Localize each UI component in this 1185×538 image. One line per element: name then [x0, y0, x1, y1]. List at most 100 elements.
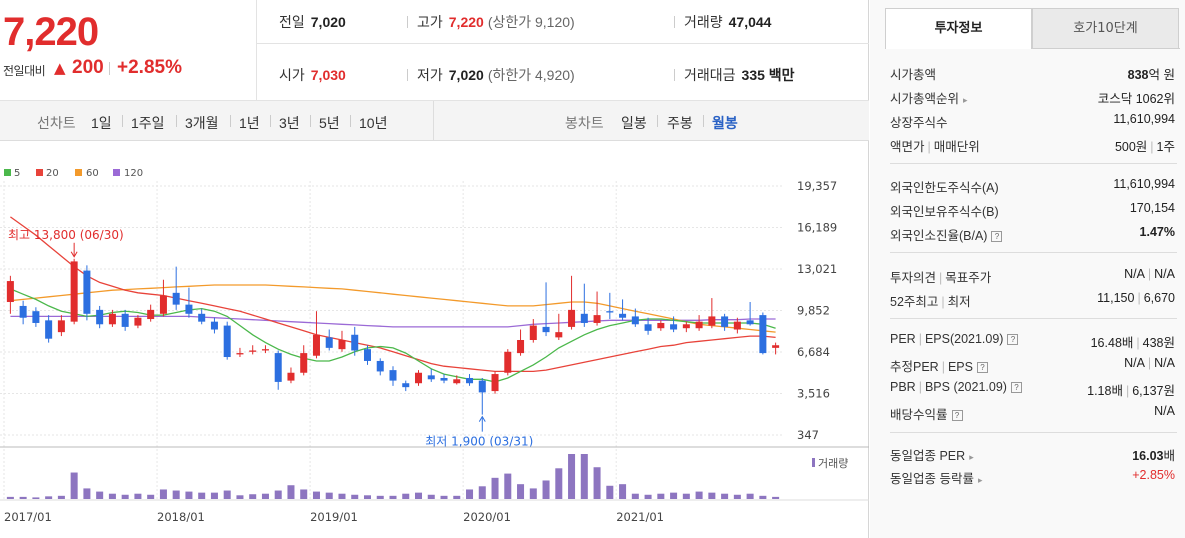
- candle-body: [759, 315, 767, 354]
- volume-bar: [210, 492, 218, 499]
- info-key: PBR | BPS (2021.09)?: [890, 380, 1022, 394]
- x-axis: 2017/01 2018/01 2019/01 2020/01 2021/01: [4, 510, 664, 524]
- candle-body: [198, 313, 206, 322]
- volume-bar: [695, 491, 703, 499]
- info-value: 1.18배 | 6,137원: [1087, 380, 1175, 399]
- volume-bar: [96, 491, 104, 499]
- help-icon[interactable]: ?: [976, 362, 988, 373]
- info-row-foreign-held: 외국인보유주식수(B) 170,154: [890, 199, 1177, 221]
- volume-legend-swatch: [812, 458, 815, 467]
- info-value: 170,154: [1129, 201, 1175, 215]
- volume-legend-label: 거래량: [818, 457, 848, 470]
- legend-swatch-ma5: [4, 169, 11, 176]
- stat-label: 시가: [279, 67, 305, 83]
- candle-body: [657, 322, 665, 329]
- x-tick-label: 2020/01: [463, 510, 511, 524]
- ma60-line: [10, 284, 776, 333]
- candle-body: [172, 292, 180, 305]
- help-icon[interactable]: ?: [991, 231, 1003, 242]
- value-text: 11,150: [1097, 291, 1135, 305]
- candle-body: [325, 337, 333, 348]
- info-row-est-per: 추정PER | EPS? N/A | N/A: [890, 354, 1177, 376]
- quote-stats: 전일 7,020 고가 7,220 (상한가 9,120) 거래량 47,044 시가 7…: [257, 0, 869, 101]
- info-row-industry-change[interactable]: 동일업종 등락률 ▸ +2.85%: [890, 466, 1177, 488]
- key-text: BPS (2021.09): [924, 380, 1007, 394]
- help-icon[interactable]: ?: [1010, 382, 1022, 393]
- period-10y[interactable]: 10년: [359, 115, 388, 131]
- legend-swatch-ma60: [75, 169, 82, 176]
- divider: [674, 16, 675, 28]
- volume-bar: [121, 494, 129, 499]
- help-icon[interactable]: ?: [951, 410, 963, 421]
- info-value: +2.85%: [1132, 468, 1175, 482]
- separator: |: [918, 380, 922, 394]
- info-value: 500원 | 1주: [1115, 136, 1175, 155]
- candle-body: [682, 324, 690, 329]
- stat-sub: (하한가 4,920): [487, 67, 575, 83]
- candle-body: [261, 349, 269, 351]
- info-key: 시가총액: [890, 68, 937, 82]
- stat-value: 335 백만: [741, 67, 795, 83]
- key-text: 배당수익률: [890, 408, 948, 422]
- volume-bar: [249, 494, 257, 499]
- candles: [6, 258, 780, 415]
- info-key: PER | EPS(2021.09)?: [890, 332, 1019, 346]
- divider: [270, 115, 271, 127]
- info-key: 외국인소진율(B/A)?: [890, 225, 1003, 244]
- info-row-industry-per[interactable]: 동일업종 PER ▸ 16.03배: [890, 443, 1177, 465]
- info-key: 배당수익률?: [890, 404, 963, 423]
- candle-body: [70, 261, 78, 322]
- period-1y[interactable]: 1년: [239, 115, 260, 131]
- candle-body: [312, 334, 320, 356]
- divider: [890, 432, 1177, 433]
- info-row-market-cap-rank[interactable]: 시가총액순위 ▸ 코스닥 1062위: [890, 86, 1177, 108]
- period-1d[interactable]: 1일: [91, 115, 112, 131]
- tab-orderbook-10[interactable]: 호가10단계: [1032, 8, 1179, 49]
- price-summary: 7,220 전일대비 ▲ 200 +2.85%: [0, 0, 257, 101]
- volume-bar: [389, 495, 397, 499]
- period-1w[interactable]: 1주일: [131, 115, 165, 131]
- help-icon[interactable]: ?: [1007, 334, 1019, 345]
- divider: [890, 318, 1177, 319]
- period-5y[interactable]: 5년: [319, 115, 340, 131]
- volume-bar: [223, 490, 231, 499]
- tab-underline-gap: [886, 48, 1031, 49]
- price-change: 200: [72, 57, 104, 78]
- candle-body: [210, 321, 218, 330]
- candle-monthly[interactable]: 월봉: [712, 115, 738, 131]
- divider: [407, 69, 408, 81]
- period-3m[interactable]: 3개월: [185, 115, 219, 131]
- info-row-market-cap: 시가총액 838억 원: [890, 62, 1177, 84]
- candle-body: [466, 377, 474, 384]
- separator: |: [1125, 384, 1130, 398]
- volume-bar: [670, 492, 678, 499]
- info-row-opinion: 투자의견 | 목표주가 N/A | N/A: [890, 265, 1177, 287]
- candle-body: [351, 334, 359, 351]
- candle-weekly[interactable]: 주봉: [667, 115, 693, 131]
- candle-body: [478, 380, 486, 393]
- candle-body: [121, 313, 129, 327]
- period-3y[interactable]: 3년: [279, 115, 300, 131]
- candle-daily[interactable]: 일봉: [621, 115, 647, 131]
- info-row-foreign-ratio: 외국인소진율(B/A)? 1.47%: [890, 223, 1177, 245]
- candlestick-chart[interactable]: 5 20 60 120 19,357 16,189 13,021 9,852 6,684…: [0, 141, 869, 538]
- key-text: 매매단위: [933, 140, 980, 154]
- candle-body: [32, 311, 40, 323]
- info-value: 1.47%: [1140, 225, 1175, 239]
- candle-body: [57, 320, 65, 333]
- candle-body: [287, 372, 295, 381]
- x-tick-label: 2019/01: [310, 510, 358, 524]
- volume-bar: [325, 492, 333, 499]
- divider: [657, 115, 658, 127]
- stat-value: 47,044: [728, 14, 772, 30]
- chart-period-bar: 선차트 1일 1주일 3개월 1년 3년 5년 10년 봉차트 일봉 주봉 월봉: [0, 101, 869, 141]
- tab-investment-info[interactable]: 투자정보: [885, 8, 1032, 49]
- candle-body: [580, 313, 588, 323]
- volume-bar: [376, 495, 384, 499]
- ma20-line: [10, 216, 776, 373]
- info-value: N/A | N/A: [1124, 267, 1175, 281]
- volume-bar: [287, 485, 295, 499]
- volume-bar: [338, 493, 346, 499]
- stat-open: 시가 7,030: [279, 65, 346, 85]
- candle-body: [389, 370, 397, 381]
